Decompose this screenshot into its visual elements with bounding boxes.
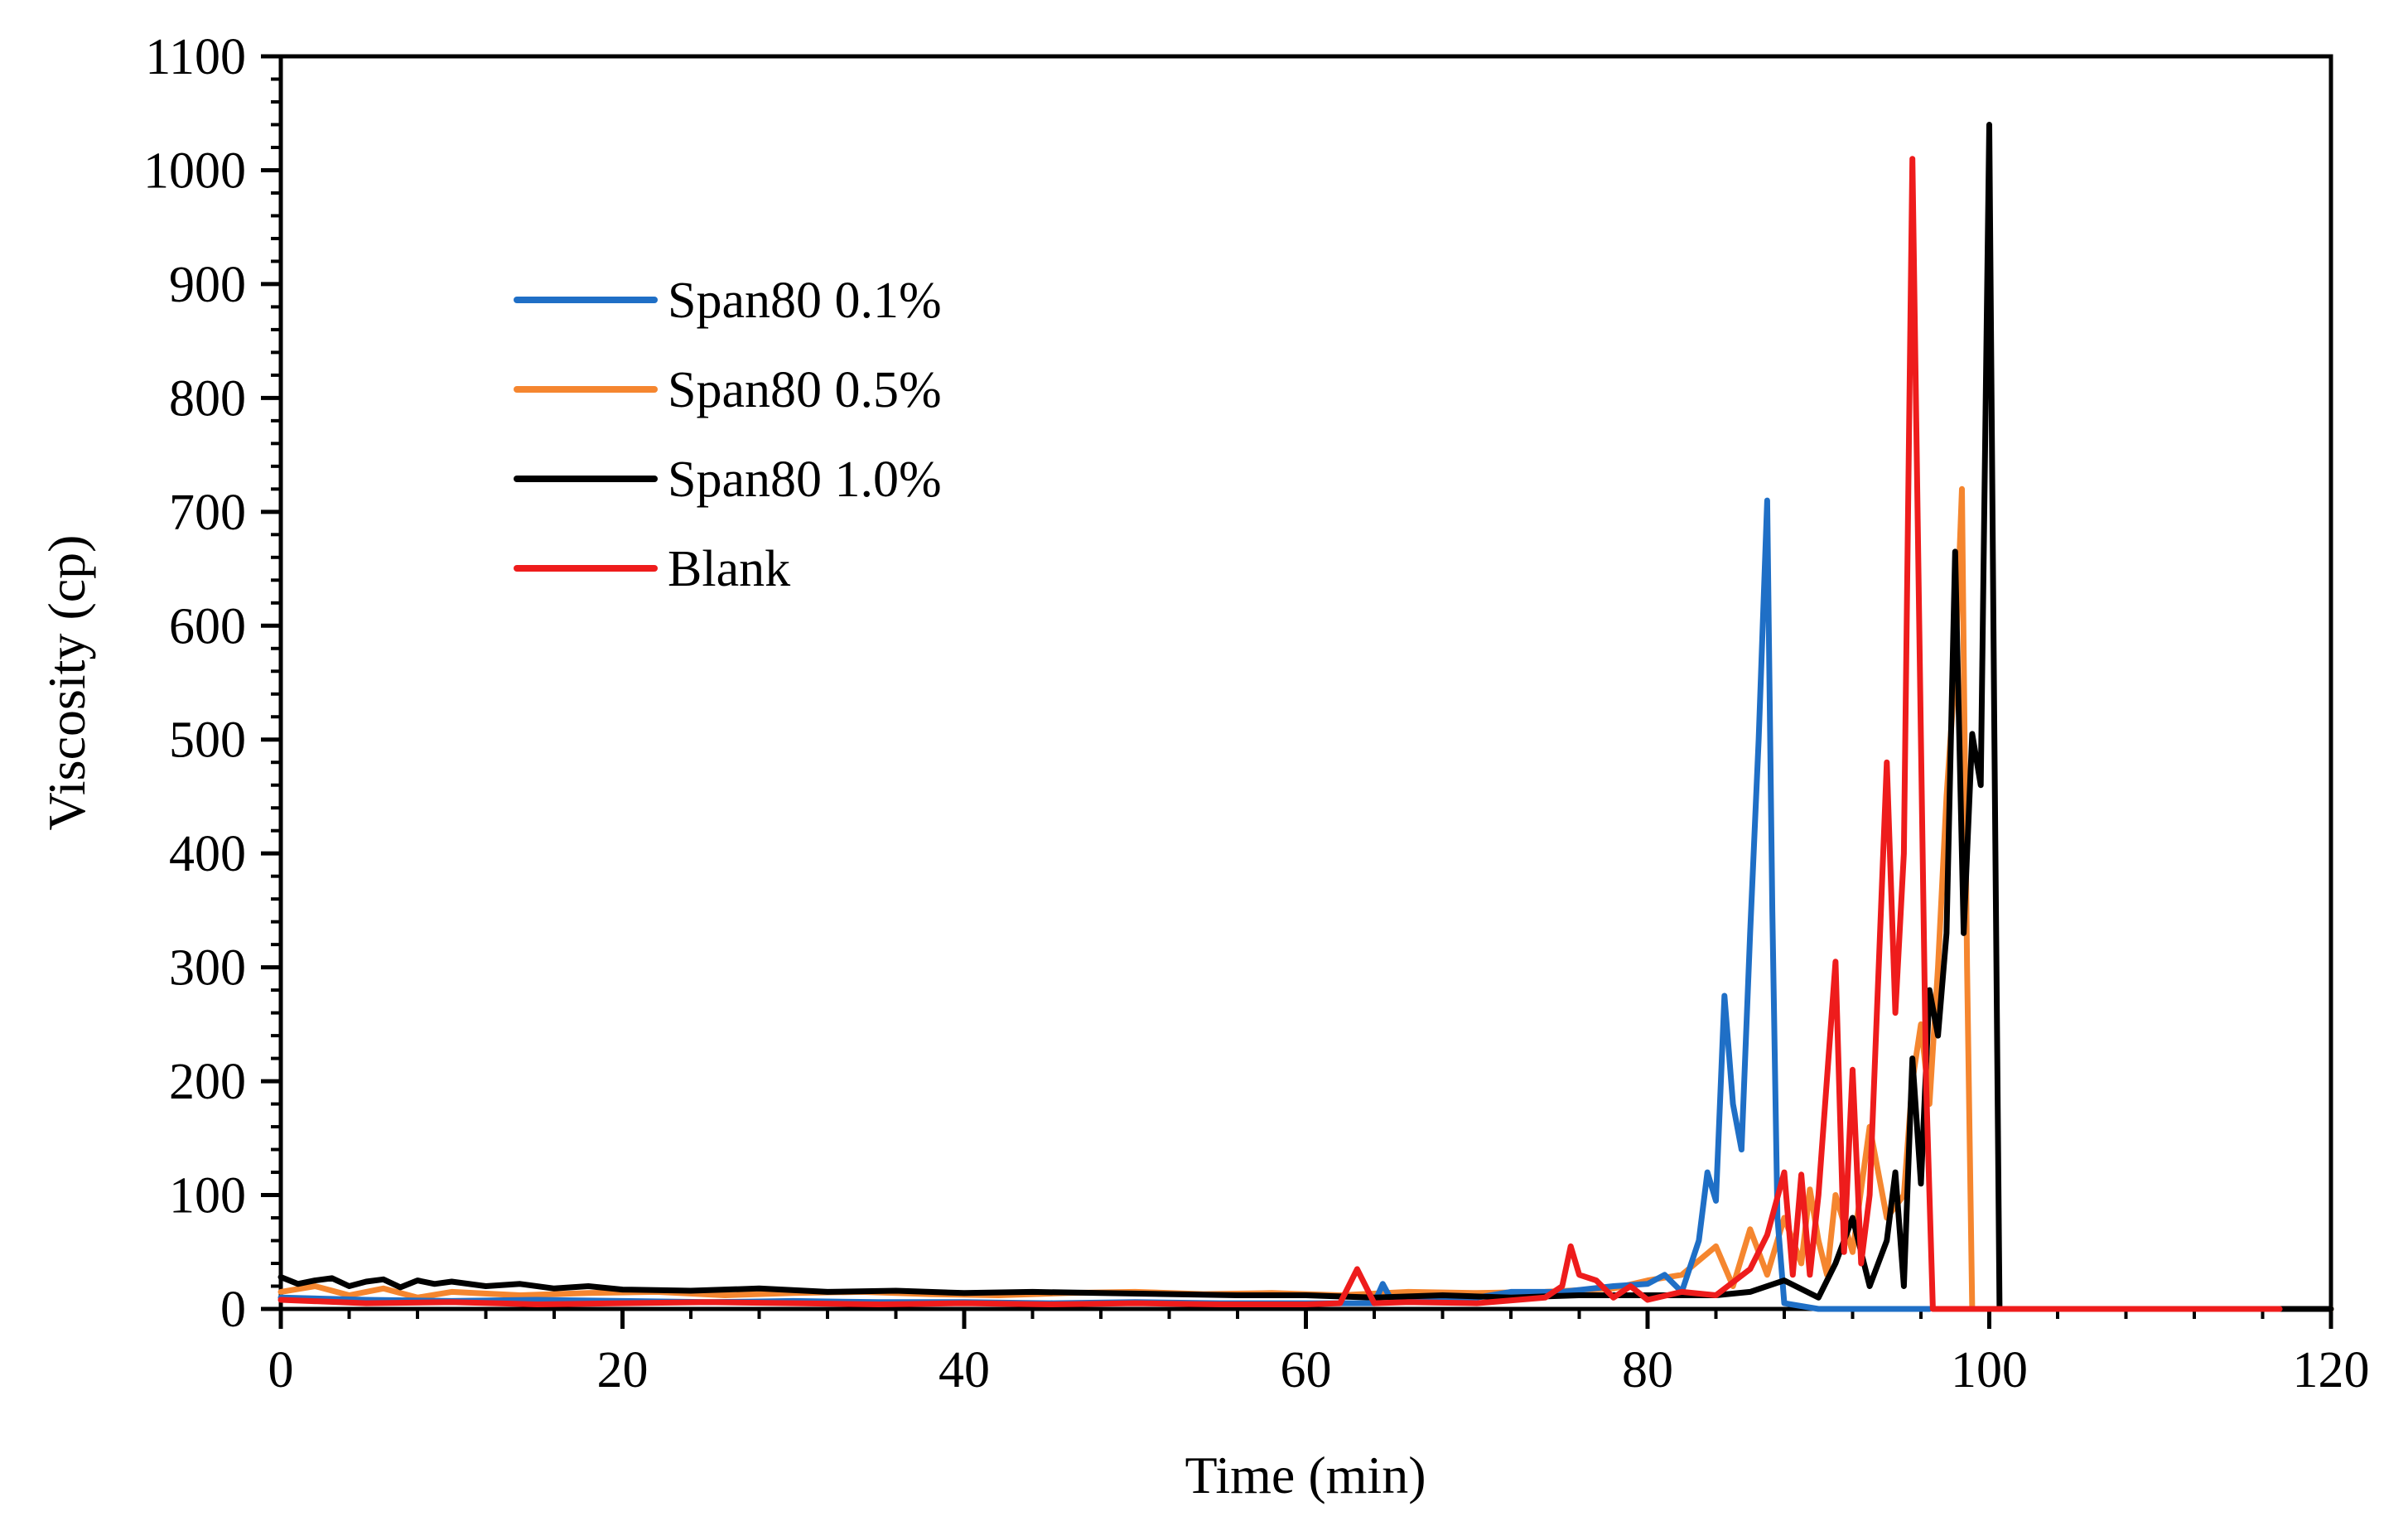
x-tick-label: 40: [939, 1342, 990, 1398]
y-tick-label: 1000: [143, 142, 246, 199]
series-line-span80-1-0: [277, 122, 2334, 1312]
y-axis-title: Viscosity (cp): [37, 535, 96, 831]
legend-label-span80-0-1: Span80 0.1%: [668, 273, 942, 329]
x-tick-label: 80: [1622, 1342, 1673, 1398]
x-tick-labels: 0 20 40 60 80 100 120: [268, 1342, 2370, 1398]
legend: Span80 0.1% Span80 0.5% Span80 1.0% Blank: [514, 273, 942, 597]
y-tick-label: 700: [169, 485, 246, 541]
y-tick-label: 600: [169, 598, 246, 654]
series-layer: [277, 122, 2334, 1312]
legend-label-blank: Blank: [668, 541, 790, 597]
x-tick-label: 60: [1281, 1342, 1332, 1398]
y-major-ticks: [261, 54, 281, 1311]
y-tick-label: 300: [169, 940, 246, 997]
x-tick-label: 0: [268, 1342, 294, 1398]
x-tick-label: 120: [2293, 1342, 2370, 1398]
y-tick-label: 100: [169, 1168, 246, 1224]
series-line-blank: [277, 156, 2283, 1312]
y-minor-ticks: [271, 77, 281, 1288]
x-tick-label: 100: [1951, 1342, 2028, 1398]
y-tick-label: 400: [169, 826, 246, 882]
x-tick-label: 20: [597, 1342, 649, 1398]
y-tick-label: 1100: [145, 29, 246, 85]
y-tick-label: 500: [169, 712, 246, 769]
plot-area: [278, 54, 2333, 1311]
x-axis-title: Time (min): [1185, 1446, 1426, 1504]
y-tick-label: 900: [169, 257, 246, 313]
y-tick-label: 0: [220, 1282, 246, 1338]
y-tick-labels: 0 100 200 300 400 500 600 700 800 900 1000 1100: [143, 29, 246, 1338]
legend-label-span80-0-5: Span80 0.5%: [668, 362, 942, 418]
y-tick-label: 800: [169, 370, 246, 427]
legend-label-span80-1-0: Span80 1.0%: [668, 452, 942, 508]
x-major-ticks: [278, 1309, 2333, 1329]
y-tick-label: 200: [169, 1054, 246, 1110]
